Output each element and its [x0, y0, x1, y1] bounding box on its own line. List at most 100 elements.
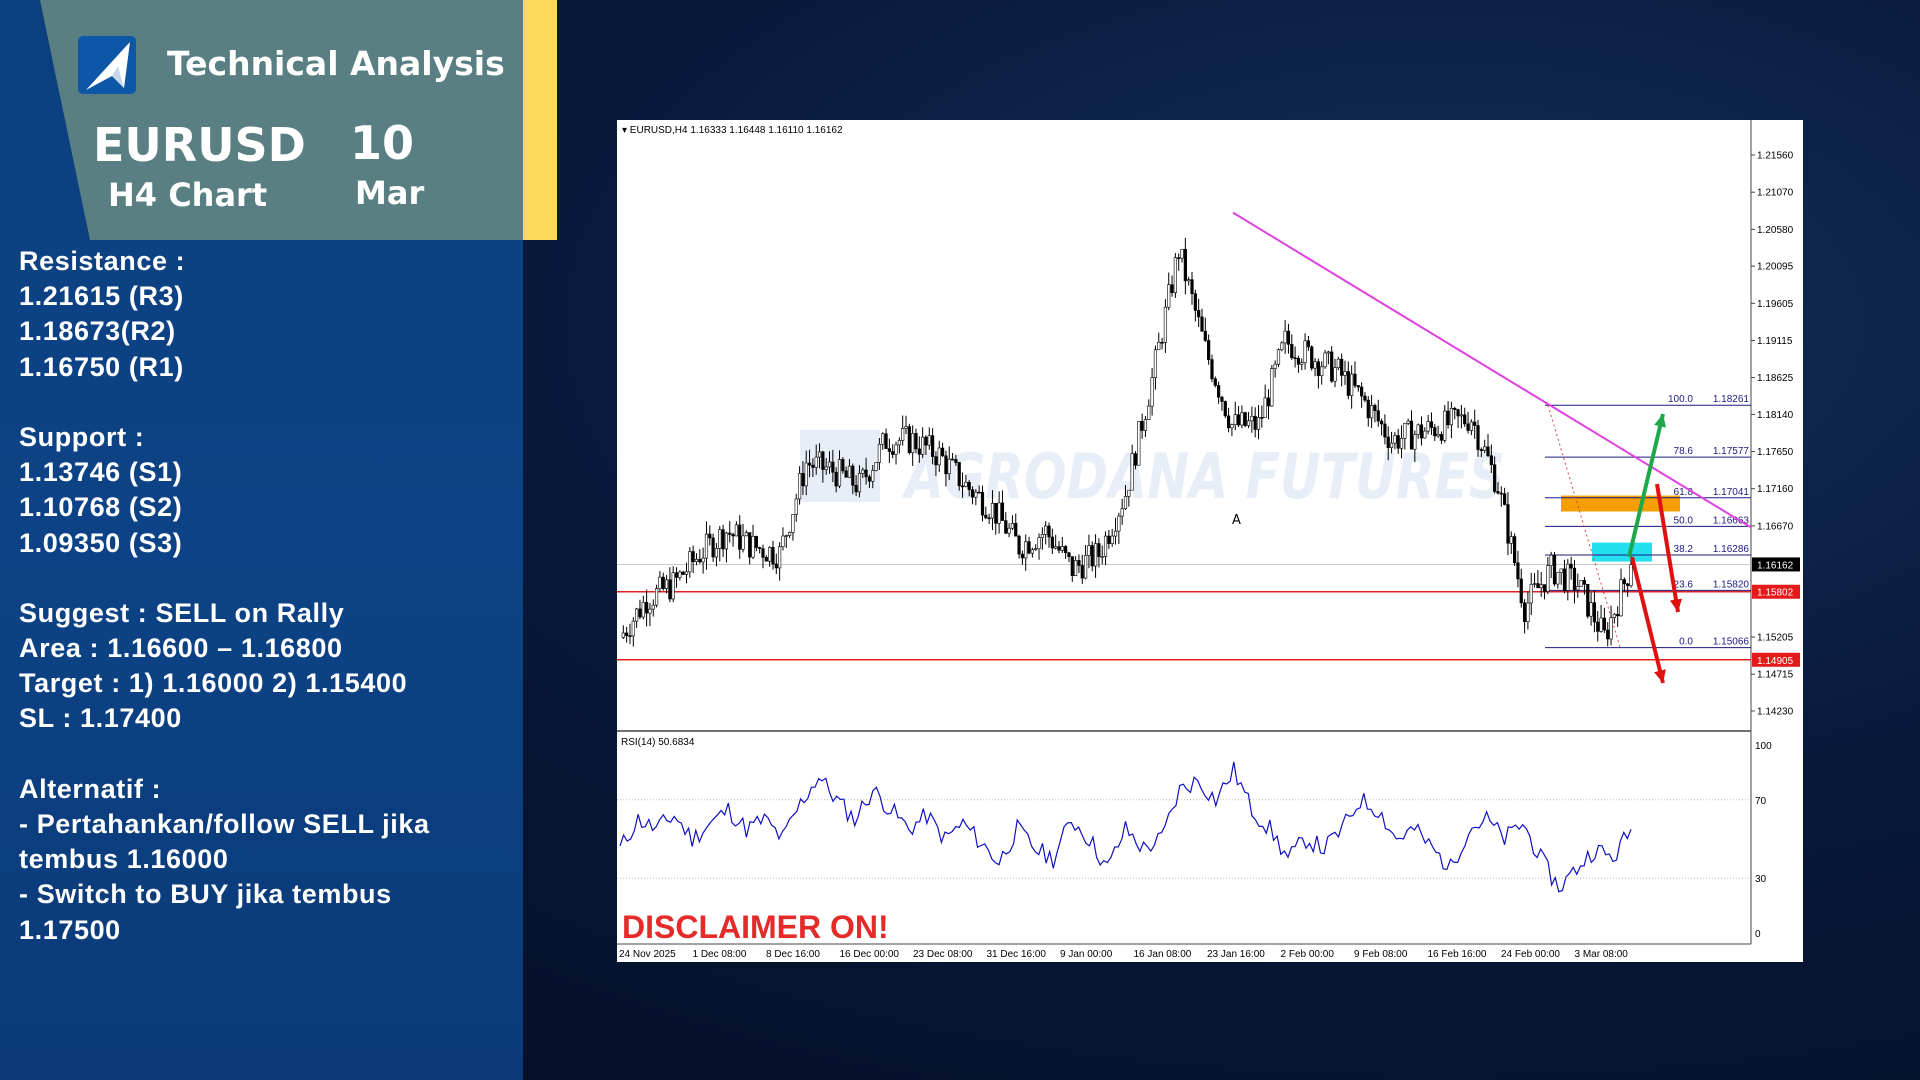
- candle: [774, 563, 778, 569]
- candle: [1486, 446, 1490, 457]
- candle: [1034, 548, 1038, 550]
- candle: [917, 448, 921, 455]
- rsi-label: RSI(14) 50.6834: [621, 737, 695, 748]
- y-tick-label: 1.17160: [1757, 484, 1794, 495]
- candle: [628, 635, 632, 637]
- y-tick-label: 1.15205: [1757, 633, 1794, 644]
- candle: [738, 524, 742, 550]
- candle: [658, 576, 662, 589]
- info-line: Target : 1) 1.16000 2) 1.15400: [19, 668, 408, 699]
- candle: [794, 498, 798, 515]
- candle: [1290, 344, 1294, 358]
- candle: [1539, 584, 1543, 589]
- candle: [1303, 340, 1307, 363]
- candle: [734, 524, 738, 537]
- trendline: [1232, 211, 1752, 529]
- info-line: tembus 1.16000: [19, 844, 229, 875]
- candle: [1493, 464, 1497, 492]
- candle: [1246, 420, 1251, 426]
- candle: [844, 470, 848, 478]
- candle: [1286, 330, 1291, 345]
- candle: [1429, 421, 1434, 428]
- candle: [1409, 420, 1414, 450]
- candle: [1376, 410, 1380, 422]
- candle: [761, 548, 765, 558]
- x-tick-label: 3 Mar 08:00: [1575, 949, 1629, 960]
- candle: [1103, 535, 1108, 557]
- candle: [1113, 530, 1118, 537]
- candle: [1283, 330, 1287, 344]
- candle: [1522, 602, 1527, 622]
- candle: [1516, 562, 1520, 580]
- candle: [1396, 435, 1400, 449]
- candle: [1024, 541, 1028, 559]
- candle: [1383, 423, 1387, 438]
- candle: [904, 426, 908, 429]
- candle: [1207, 340, 1211, 360]
- candle: [661, 576, 665, 589]
- candle: [1532, 583, 1537, 585]
- candle: [1542, 584, 1547, 592]
- candle: [884, 433, 888, 449]
- candle: [797, 473, 802, 500]
- candle: [1616, 613, 1620, 617]
- candle: [854, 484, 858, 493]
- candle: [758, 547, 762, 549]
- y-tick-label: 1.18140: [1757, 410, 1794, 421]
- candle: [804, 462, 808, 487]
- info-line: 1.18673(R2): [19, 316, 176, 347]
- candle: [694, 558, 699, 562]
- candle: [1379, 420, 1384, 425]
- candle: [1203, 330, 1207, 341]
- candle: [1582, 580, 1587, 585]
- candle: [1240, 412, 1244, 426]
- fib-diagonal: [1547, 405, 1621, 648]
- info-line: Resistance :: [19, 246, 186, 276]
- fib-level: 100.0: [1668, 394, 1693, 405]
- x-tick-label: 23 Jan 16:00: [1207, 949, 1265, 960]
- candle: [977, 491, 981, 494]
- candle: [970, 489, 975, 498]
- chart-title: ▾ EURUSD,H4 1.16333 1.16448 1.16110 1.16…: [622, 125, 843, 136]
- candle: [1010, 522, 1015, 529]
- candle: [1074, 560, 1078, 576]
- candle: [874, 462, 878, 471]
- candle: [1180, 248, 1184, 259]
- accent-strip: [523, 0, 557, 240]
- candle: [1406, 420, 1410, 424]
- candle: [857, 473, 862, 493]
- info-line: SL : 1.17400: [19, 703, 182, 734]
- candle: [721, 529, 725, 550]
- candle: [1170, 284, 1174, 293]
- candle: [1150, 377, 1154, 407]
- x-tick-label: 31 Dec 16:00: [987, 949, 1047, 960]
- candle: [1233, 414, 1237, 426]
- candle: [1326, 351, 1330, 354]
- candle: [1463, 414, 1467, 425]
- candle: [1020, 553, 1025, 559]
- candle: [621, 632, 625, 638]
- price-chart[interactable]: AGRODANA FUTURES ▾ EURUSD,H4 1.16333 1.16…: [617, 120, 1803, 962]
- disclaimer: DISCLAIMER ON!: [622, 909, 889, 945]
- candle: [1097, 543, 1101, 557]
- candle: [788, 532, 792, 536]
- fib-price: 1.16286: [1713, 544, 1750, 555]
- sell-arrow-2: [1630, 556, 1665, 684]
- rsi-line: [619, 761, 1632, 893]
- y-tick-label: 1.14230: [1757, 706, 1794, 717]
- candle: [1313, 361, 1317, 369]
- candle: [1476, 425, 1480, 450]
- candle: [894, 444, 898, 455]
- candle: [887, 448, 891, 452]
- fib-price: 1.15066: [1713, 637, 1750, 648]
- candle: [964, 481, 968, 487]
- candle: [967, 481, 971, 490]
- candle: [1173, 257, 1177, 293]
- current-price-label: 1.16162: [1757, 560, 1794, 571]
- candle: [1140, 420, 1144, 431]
- sell-zone: [1561, 495, 1680, 512]
- candle: [907, 426, 911, 454]
- arrow-logo-icon: [78, 36, 136, 94]
- candle: [924, 436, 928, 446]
- candle: [1386, 436, 1390, 448]
